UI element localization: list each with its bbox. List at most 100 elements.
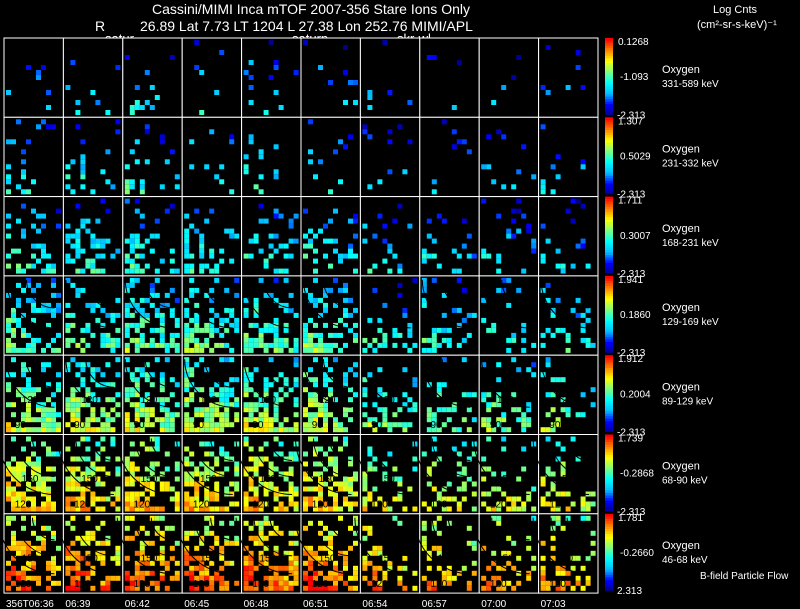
pixel-cell	[26, 282, 31, 288]
colorbar-segment	[605, 437, 613, 441]
pixel-cell	[21, 565, 26, 571]
pixel-cell	[65, 466, 71, 472]
pixel-cell	[31, 287, 36, 293]
pixel-cell	[65, 550, 71, 556]
pixel-cell	[268, 243, 274, 249]
pixel-cell	[471, 560, 477, 566]
contour-line	[354, 517, 411, 575]
pixel-cell	[372, 263, 378, 269]
pixel-cell	[159, 312, 165, 318]
pixel-cell	[199, 110, 205, 115]
pixel-cell	[85, 387, 91, 393]
pixel-cell	[431, 189, 437, 195]
pixel-cell	[41, 417, 46, 423]
pixel-cell	[189, 397, 195, 403]
pixel-cell	[258, 337, 264, 343]
colorbar-segment	[605, 487, 613, 492]
pixel-cell	[550, 392, 556, 398]
pixel-cell	[144, 481, 150, 487]
pixel-cell	[184, 560, 190, 566]
pixel-cell	[372, 402, 378, 408]
pixel-cell	[174, 184, 180, 190]
pixel-cell	[159, 417, 165, 423]
pixel-cell	[134, 342, 140, 348]
pixel-cell	[16, 575, 21, 581]
pixel-cell	[431, 253, 437, 259]
pixel-cell	[580, 203, 586, 209]
pixel-cell	[189, 451, 195, 457]
pixel-cell	[219, 555, 225, 561]
pixel-cell	[531, 362, 537, 368]
pixel-cell	[184, 327, 190, 333]
pixel-cell	[343, 287, 348, 293]
pixel-cell	[402, 506, 408, 512]
pixel-cell	[189, 337, 195, 343]
pixel-cell	[372, 585, 378, 591]
pixel-cell	[234, 535, 240, 541]
colorbar-segment	[605, 204, 613, 208]
pixel-cell	[580, 392, 586, 398]
pixel-cell	[229, 392, 235, 398]
pixel-cell	[343, 342, 348, 348]
pixel-cell	[343, 322, 348, 328]
pixel-cell	[328, 530, 333, 536]
pixel-cell	[397, 496, 403, 502]
pixel-cell	[333, 436, 338, 442]
pixel-cell	[184, 362, 190, 368]
colorbar-segment	[605, 165, 613, 169]
contour-line	[75, 438, 114, 477]
contour-label: 120	[312, 579, 329, 590]
pixel-cell	[501, 565, 507, 571]
pixel-cell	[199, 357, 205, 363]
pixel-cell	[506, 277, 512, 283]
contour-label: 120	[549, 579, 566, 590]
pixel-cell	[441, 382, 447, 388]
pixel-cell	[421, 337, 427, 343]
pixel-cell	[481, 164, 487, 170]
pixel-cell	[328, 540, 333, 546]
pixel-cell	[224, 506, 230, 512]
pixel-cell	[283, 417, 289, 423]
pixel-cell	[31, 263, 36, 269]
pixel-cell	[353, 322, 358, 328]
pixel-cell	[189, 501, 195, 507]
pixel-cell	[308, 436, 313, 442]
pixel-cell	[31, 545, 36, 551]
pixel-cell	[273, 337, 279, 343]
pixel-cell	[431, 486, 437, 492]
pixel-cell	[144, 412, 150, 418]
pixel-cell	[184, 545, 190, 551]
pixel-cell	[164, 407, 170, 413]
pixel-cell	[313, 496, 318, 502]
pixel-cell	[46, 302, 51, 308]
pixel-cell	[461, 471, 467, 477]
pixel-cell	[105, 427, 111, 433]
pixel-cell	[26, 506, 31, 512]
pixel-cell	[313, 377, 318, 383]
pixel-cell	[550, 525, 556, 531]
pixel-cell	[199, 397, 205, 403]
pixel-cell	[174, 461, 180, 467]
pixel-cell	[258, 154, 264, 160]
pixel-cell	[21, 491, 26, 497]
pixel-cell	[575, 555, 581, 561]
pixel-cell	[323, 307, 328, 313]
pixel-cell	[219, 50, 225, 55]
pixel-cell	[194, 317, 200, 323]
pixel-cell	[51, 412, 56, 418]
pixel-cell	[159, 377, 165, 383]
colorbar-segment	[605, 378, 613, 382]
pixel-cell	[56, 292, 61, 298]
pixel-cell	[506, 337, 512, 343]
pixel-cell	[273, 208, 279, 214]
pixel-cell	[75, 268, 81, 274]
pixel-cell	[431, 277, 437, 283]
pixel-cell	[85, 218, 91, 224]
pixel-cell	[129, 387, 135, 393]
pixel-cell	[154, 95, 160, 100]
pixel-cell	[273, 545, 279, 551]
pixel-cell	[184, 332, 190, 338]
pixel-cell	[481, 253, 487, 259]
pixel-cell	[65, 496, 71, 502]
contour-label: 150	[497, 474, 514, 485]
